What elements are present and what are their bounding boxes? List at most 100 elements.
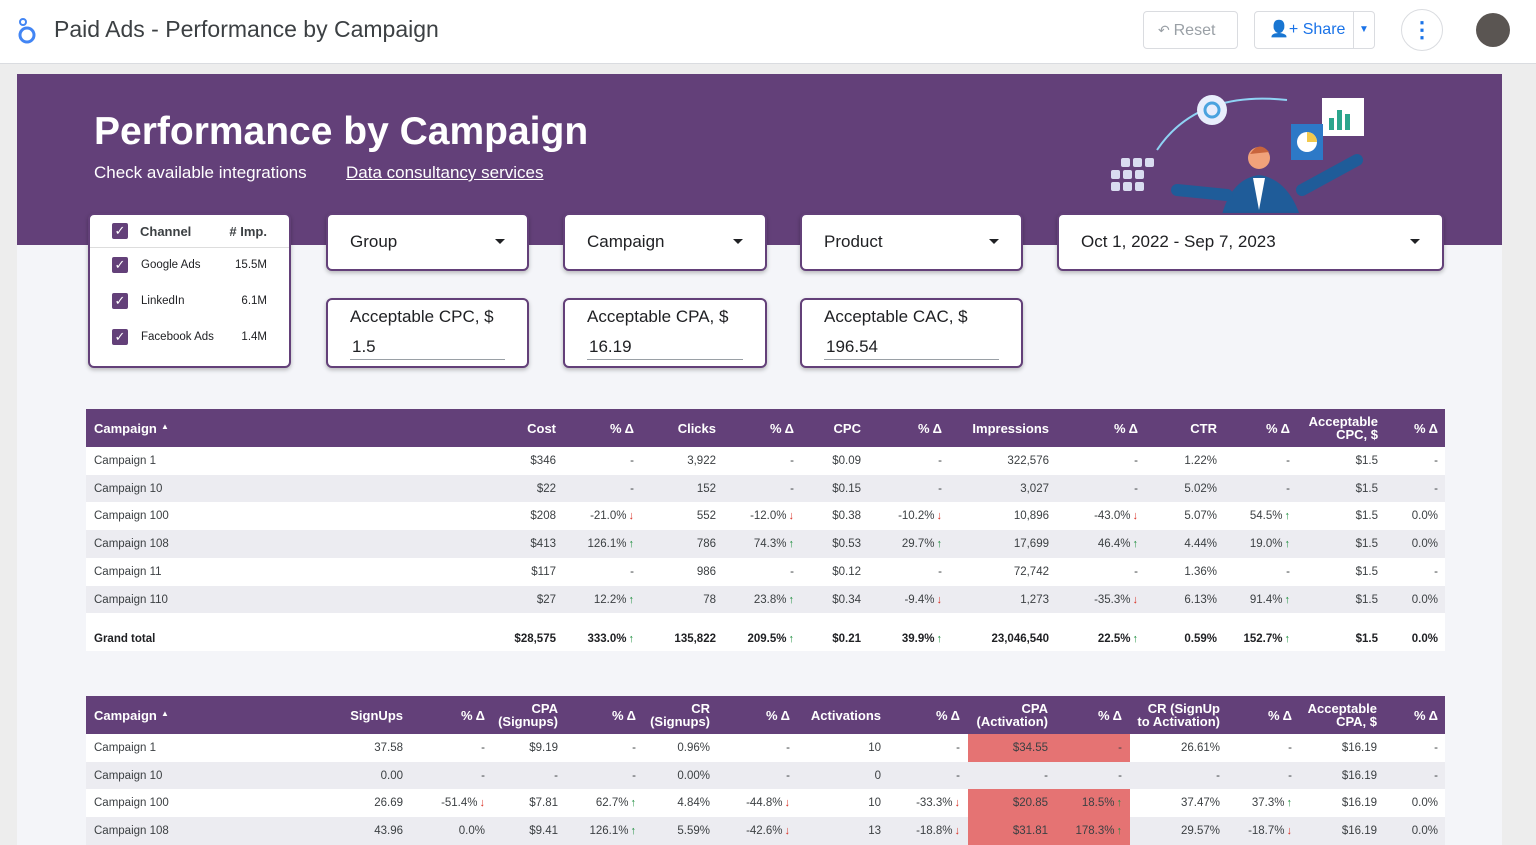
dropdown[interactable]: Group <box>326 213 529 271</box>
column-header[interactable]: % Δ <box>765 708 790 723</box>
column-header[interactable]: Cost <box>527 421 556 436</box>
column-header[interactable]: % Δ <box>1413 708 1438 723</box>
table-cell: - <box>938 566 942 578</box>
column-header[interactable]: % Δ <box>611 708 636 723</box>
table-cell: - <box>630 455 634 467</box>
table-cell: 37.58 <box>374 742 403 754</box>
avatar[interactable] <box>1476 13 1510 47</box>
share-menu[interactable]: ▼ <box>1353 12 1374 48</box>
column-header[interactable]: % Δ <box>1265 421 1290 436</box>
table-cell: $20.85 <box>1013 797 1048 809</box>
table-cell: 1.36% <box>1184 566 1217 578</box>
cell-value: - <box>786 769 790 782</box>
table-cell: $1.5 <box>1356 483 1378 495</box>
threshold-input[interactable]: Acceptable CPA, $ 16.19 <box>563 298 767 368</box>
cell-value: - <box>1044 769 1048 782</box>
column-header[interactable]: % Δ <box>460 708 485 723</box>
table-cell: Campaign 10 <box>94 770 162 782</box>
column-header[interactable]: % Δ <box>1267 708 1292 723</box>
table-cell: $9.19 <box>529 742 558 754</box>
column-header[interactable]: % Δ <box>917 421 942 436</box>
column-header[interactable]: CR (Signups) <box>650 701 710 729</box>
table-cell: - <box>1216 770 1220 782</box>
banner-title: Performance by Campaign <box>94 110 589 153</box>
table-cell: - <box>1134 483 1138 495</box>
cell-value: 10,896 <box>1013 510 1049 523</box>
cell-value: 78 <box>703 593 716 606</box>
column-header[interactable]: Campaign <box>94 421 157 436</box>
dropdown[interactable]: Oct 1, 2022 - Sep 7, 2023 <box>1057 213 1444 271</box>
cell-value: $0.38 <box>832 510 861 523</box>
table-cell: 0.0% <box>1412 825 1438 837</box>
cell-value: - <box>790 565 794 578</box>
column-header[interactable]: Impressions <box>972 421 1049 436</box>
dropdown[interactable]: Product <box>800 213 1023 271</box>
channel-checkbox[interactable]: ✓ <box>112 293 128 309</box>
table-cell: - <box>1434 566 1438 578</box>
channel-name: LinkedIn <box>141 295 185 307</box>
column-header[interactable]: CR (SignUp to Activation) <box>1137 701 1220 729</box>
cell-value: 786 <box>696 538 716 551</box>
channel-filter[interactable]: ✓ Channel # Imp. ✓ Google Ads 15.5M ✓ LinkedIn 6… <box>88 213 291 368</box>
column-header[interactable]: CTR <box>1190 421 1217 436</box>
channel-checkbox[interactable]: ✓ <box>112 329 128 345</box>
column-header[interactable]: SignUps <box>350 708 403 723</box>
column-header[interactable]: CPC <box>833 421 861 436</box>
cell-value: 5.02% <box>1184 482 1217 495</box>
cell-value: Campaign 100 <box>94 510 169 523</box>
cell-value: 0.0% <box>1411 633 1438 645</box>
trend-arrow: ↓ <box>954 797 961 810</box>
reset-button[interactable]: ↶ Reset <box>1143 11 1238 49</box>
more-button[interactable]: ⋮ <box>1401 9 1443 51</box>
column-header[interactable]: Activations <box>810 708 881 723</box>
reset-label: Reset <box>1173 22 1216 39</box>
table-cell: 72,742 <box>1014 566 1049 578</box>
table-cell: - <box>1434 742 1438 754</box>
cell-value: 0.59% <box>1184 633 1217 645</box>
cell-value: - <box>481 769 485 782</box>
table-cell: $1.5 <box>1356 510 1378 522</box>
dropdown[interactable]: Campaign <box>563 213 767 271</box>
table-cell: - <box>1044 770 1048 782</box>
consultancy-link[interactable]: Data consultancy services <box>346 163 544 182</box>
trend-arrow: ↑ <box>628 593 635 606</box>
column-header[interactable]: CPA (Activation) <box>976 701 1049 729</box>
table-cell: 1,273 <box>1020 594 1049 606</box>
cell-value: -35.3% <box>1094 593 1131 606</box>
highlight-cell <box>968 817 1130 845</box>
channel-checkbox[interactable]: ✓ <box>112 257 128 273</box>
cell-value: 0.96% <box>677 742 710 754</box>
trend-arrow: ↑ <box>788 593 795 606</box>
column-header[interactable]: % Δ <box>769 421 794 436</box>
column-header[interactable]: % Δ <box>935 708 960 723</box>
cell-value: 43.96 <box>374 825 403 838</box>
integrations-link[interactable]: Check available integrations <box>94 163 307 182</box>
share-button[interactable]: 👤+ Share ▼ <box>1254 11 1375 49</box>
threshold-input[interactable]: Acceptable CPC, $ 1.5 <box>326 298 529 368</box>
column-header[interactable]: Acceptable CPC, $ <box>1308 414 1378 442</box>
column-header[interactable]: Clicks <box>677 421 716 436</box>
trend-arrow: ↑ <box>1116 825 1123 838</box>
column-header[interactable]: % Δ <box>1097 708 1122 723</box>
column-header[interactable]: CPA (Signups) <box>498 701 558 729</box>
table-cell: 78 <box>703 594 716 606</box>
column-header[interactable]: Acceptable CPA, $ <box>1307 701 1377 729</box>
column-header[interactable]: % Δ <box>1413 421 1438 436</box>
column-header[interactable]: % Δ <box>609 421 634 436</box>
cell-value: $1.5 <box>1355 593 1378 606</box>
table-cell: $117 <box>531 566 556 578</box>
cell-value: - <box>1286 482 1290 495</box>
column-header[interactable]: % Δ <box>1113 421 1138 436</box>
table-cell: 4.84% <box>677 797 710 809</box>
table-cell: 5.02% <box>1184 483 1217 495</box>
select-all-checkbox[interactable]: ✓ <box>112 223 128 239</box>
channel-impressions: 15.5M <box>235 259 267 271</box>
threshold-input[interactable]: Acceptable CAC, $ 196.54 <box>800 298 1023 368</box>
table-cell: $34.55 <box>1013 742 1048 754</box>
table-cell: - <box>632 770 636 782</box>
table-cell: $1.5 <box>1356 455 1378 467</box>
cell-value: - <box>1434 769 1438 782</box>
cell-value: 22.5% <box>1097 633 1131 645</box>
column-header[interactable]: Campaign <box>94 708 157 723</box>
trend-arrow: ↑ <box>1116 797 1123 810</box>
